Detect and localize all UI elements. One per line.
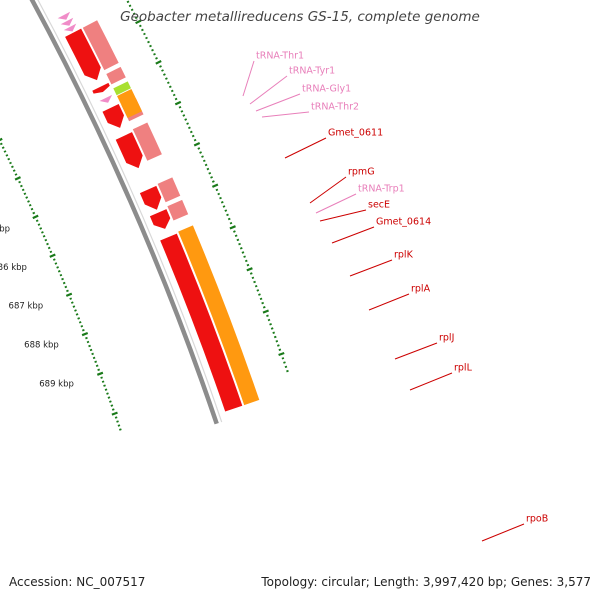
- gene-label[interactable]: Gmet_0614: [376, 217, 431, 228]
- inner-tick-ring: [0, 137, 122, 431]
- gene-label-leader: [242, 60, 255, 97]
- gene-label-leader: [481, 523, 525, 542]
- cds-feature-rpoB-inner[interactable]: [160, 233, 243, 412]
- cds-shade-Gmet_0611[interactable]: [82, 20, 119, 71]
- kbp-tick-label: 685 kbp: [0, 224, 10, 234]
- gene-label[interactable]: tRNA-Trp1: [358, 184, 405, 195]
- gene-label[interactable]: tRNA-Thr1: [256, 51, 304, 62]
- cds-feature-rplL[interactable]: [149, 209, 171, 229]
- trna-feature[interactable]: [57, 11, 71, 20]
- genome-summary: Topology: circular; Length: 3,997,420 bp…: [261, 575, 591, 589]
- gene-label[interactable]: tRNA-Thr2: [311, 102, 359, 113]
- cds-feature-rplJ[interactable]: [139, 185, 162, 210]
- gene-label[interactable]: rpmG: [348, 167, 375, 178]
- gene-label[interactable]: Gmet_0611: [328, 128, 383, 139]
- gene-label[interactable]: rplK: [394, 250, 414, 261]
- gene-label-leader: [255, 93, 301, 112]
- gene-label-leader: [409, 372, 453, 391]
- gene-label[interactable]: rplJ: [439, 333, 454, 344]
- cds-feature-rplA[interactable]: [115, 132, 143, 169]
- cds-feature-secE[interactable]: [113, 81, 131, 96]
- trna-feature[interactable]: [99, 94, 113, 103]
- kbp-tick-label: 688 kbp: [24, 340, 59, 350]
- cds-feature-Gmet_0611[interactable]: [65, 28, 101, 81]
- trna-feature[interactable]: [60, 17, 74, 26]
- kbp-tick-label: 687 kbp: [9, 302, 44, 312]
- cds-feature-Gmet_0614[interactable]: [117, 89, 142, 118]
- gene-label[interactable]: tRNA-Gly1: [302, 84, 351, 95]
- cds-shade-rplA[interactable]: [132, 122, 162, 161]
- gene-label-leader: [309, 176, 347, 204]
- cds-feature-rplK[interactable]: [102, 104, 125, 128]
- gene-label-leader: [331, 226, 375, 244]
- cds-shade-rplL[interactable]: [167, 199, 189, 221]
- gene-label-leader: [315, 193, 357, 214]
- cds-feature-rpoB[interactable]: [178, 225, 260, 406]
- genome-backbone-outline: [37, 0, 223, 423]
- cds-feature-rpmG[interactable]: [92, 82, 110, 94]
- outer-tick-ring: [126, 0, 289, 373]
- gene-label-leader: [284, 137, 327, 159]
- map-title: Geobacter metallireducens GS-15, complet…: [120, 9, 480, 25]
- gene-label[interactable]: tRNA-Tyr1: [289, 66, 335, 77]
- gene-label-leader: [319, 209, 367, 222]
- gene-label[interactable]: rplL: [454, 363, 473, 374]
- cds-shade-rplJ[interactable]: [157, 177, 181, 203]
- cds-shade-rpmG[interactable]: [106, 66, 126, 85]
- accession-label: Accession: NC_007517: [9, 575, 146, 589]
- gene-label[interactable]: rpoB: [526, 514, 548, 525]
- gene-label[interactable]: secE: [368, 200, 390, 211]
- gene-label[interactable]: rplA: [411, 284, 431, 295]
- kbp-tick-label: 686 kbp: [0, 263, 27, 273]
- gene-label-leader: [261, 111, 310, 118]
- gene-label-leader: [394, 342, 438, 360]
- kbp-tick-label: 689 kbp: [39, 380, 74, 390]
- gene-label-leader: [249, 75, 288, 105]
- gene-label-leader: [349, 259, 393, 277]
- genome-backbone: [29, 0, 219, 425]
- gene-label-leader: [368, 293, 410, 311]
- trna-feature[interactable]: [63, 23, 77, 32]
